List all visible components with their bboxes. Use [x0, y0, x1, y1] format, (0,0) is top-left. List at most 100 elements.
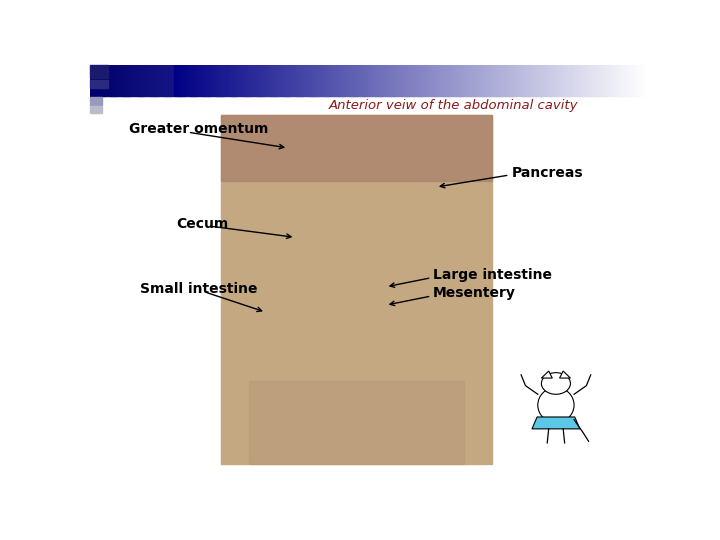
Bar	[237, 65, 239, 96]
Bar	[387, 65, 390, 96]
Bar	[377, 65, 379, 96]
Bar	[90, 106, 102, 113]
Bar	[510, 65, 513, 96]
Bar	[521, 65, 524, 96]
Bar	[447, 65, 449, 96]
Bar	[581, 65, 583, 96]
Bar	[339, 65, 342, 96]
Bar	[177, 65, 180, 96]
Bar	[196, 65, 199, 96]
Bar	[572, 65, 574, 96]
Bar	[508, 65, 511, 96]
Bar	[186, 65, 189, 96]
Bar	[566, 65, 569, 96]
Bar	[425, 65, 427, 96]
Bar	[256, 65, 258, 96]
Bar	[601, 65, 604, 96]
Bar	[179, 65, 181, 96]
Bar	[495, 65, 498, 96]
Bar	[258, 65, 260, 96]
Bar	[170, 65, 172, 96]
Bar	[248, 65, 251, 96]
Bar	[454, 65, 457, 96]
Bar	[479, 65, 481, 96]
Bar	[239, 65, 241, 96]
Bar	[116, 65, 119, 96]
Bar	[644, 65, 647, 96]
Bar	[527, 65, 529, 96]
Bar	[150, 65, 152, 96]
Bar	[315, 65, 318, 96]
Bar	[467, 65, 470, 96]
Bar	[168, 65, 171, 96]
Bar	[583, 65, 585, 96]
Bar	[320, 65, 323, 96]
Bar	[127, 65, 130, 96]
Bar	[211, 65, 213, 96]
Bar	[172, 65, 174, 96]
Bar	[131, 65, 133, 96]
Bar	[523, 65, 526, 96]
Bar	[276, 65, 279, 96]
Bar	[304, 65, 306, 96]
Bar	[428, 65, 431, 96]
Bar	[221, 114, 492, 464]
Bar	[540, 65, 543, 96]
Bar	[518, 65, 521, 96]
Bar	[293, 65, 295, 96]
Bar	[192, 65, 194, 96]
Bar	[259, 65, 261, 96]
Bar	[587, 65, 589, 96]
Bar	[516, 65, 518, 96]
Bar	[280, 65, 282, 96]
Bar	[440, 65, 442, 96]
Polygon shape	[541, 371, 552, 378]
Bar	[159, 65, 161, 96]
Bar	[520, 65, 522, 96]
Bar	[514, 65, 516, 96]
Bar	[99, 65, 102, 96]
Bar	[501, 65, 503, 96]
Bar	[421, 65, 423, 96]
Bar	[431, 65, 433, 96]
Bar	[148, 65, 150, 96]
Bar	[323, 65, 325, 96]
Bar	[213, 65, 215, 96]
Bar	[593, 65, 595, 96]
Bar	[620, 65, 623, 96]
Bar	[456, 65, 459, 96]
Bar	[380, 65, 382, 96]
Bar	[142, 65, 145, 96]
Bar	[221, 114, 492, 181]
Circle shape	[541, 373, 570, 394]
Bar	[637, 65, 639, 96]
Bar	[230, 65, 232, 96]
Text: Small intestine: Small intestine	[140, 281, 258, 295]
Bar	[405, 65, 407, 96]
Bar	[616, 65, 618, 96]
Bar	[307, 65, 310, 96]
Bar	[345, 65, 347, 96]
Bar	[477, 65, 480, 96]
Bar	[125, 65, 127, 96]
Bar	[568, 65, 570, 96]
Bar	[624, 65, 626, 96]
Bar	[559, 65, 561, 96]
Bar	[369, 65, 372, 96]
Bar	[482, 65, 485, 96]
Bar	[460, 65, 462, 96]
Bar	[539, 65, 541, 96]
Bar	[287, 65, 289, 96]
Bar	[373, 65, 375, 96]
Bar	[298, 65, 301, 96]
Bar	[354, 65, 356, 96]
Bar	[289, 65, 292, 96]
Bar	[549, 65, 552, 96]
Bar	[114, 65, 117, 96]
Bar	[101, 65, 104, 96]
Bar	[441, 65, 444, 96]
Bar	[371, 65, 373, 96]
Bar	[365, 65, 368, 96]
Bar	[90, 65, 108, 78]
Bar	[190, 65, 193, 96]
